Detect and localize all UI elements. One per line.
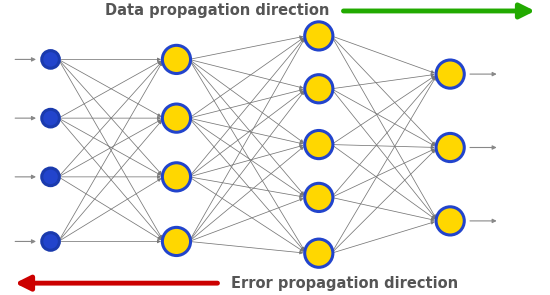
Circle shape [305,22,333,50]
Circle shape [162,163,190,191]
Text: Data propagation direction: Data propagation direction [106,4,330,19]
Text: Error propagation direction: Error propagation direction [231,276,458,291]
Circle shape [162,45,190,73]
Circle shape [42,51,59,68]
Circle shape [305,239,333,267]
Circle shape [42,233,59,250]
Circle shape [436,133,464,162]
Circle shape [436,60,464,88]
Circle shape [42,109,59,127]
Circle shape [305,130,333,159]
Circle shape [162,104,190,132]
Circle shape [436,207,464,235]
Circle shape [305,183,333,212]
Circle shape [42,168,59,186]
Circle shape [305,75,333,103]
Circle shape [162,227,190,255]
